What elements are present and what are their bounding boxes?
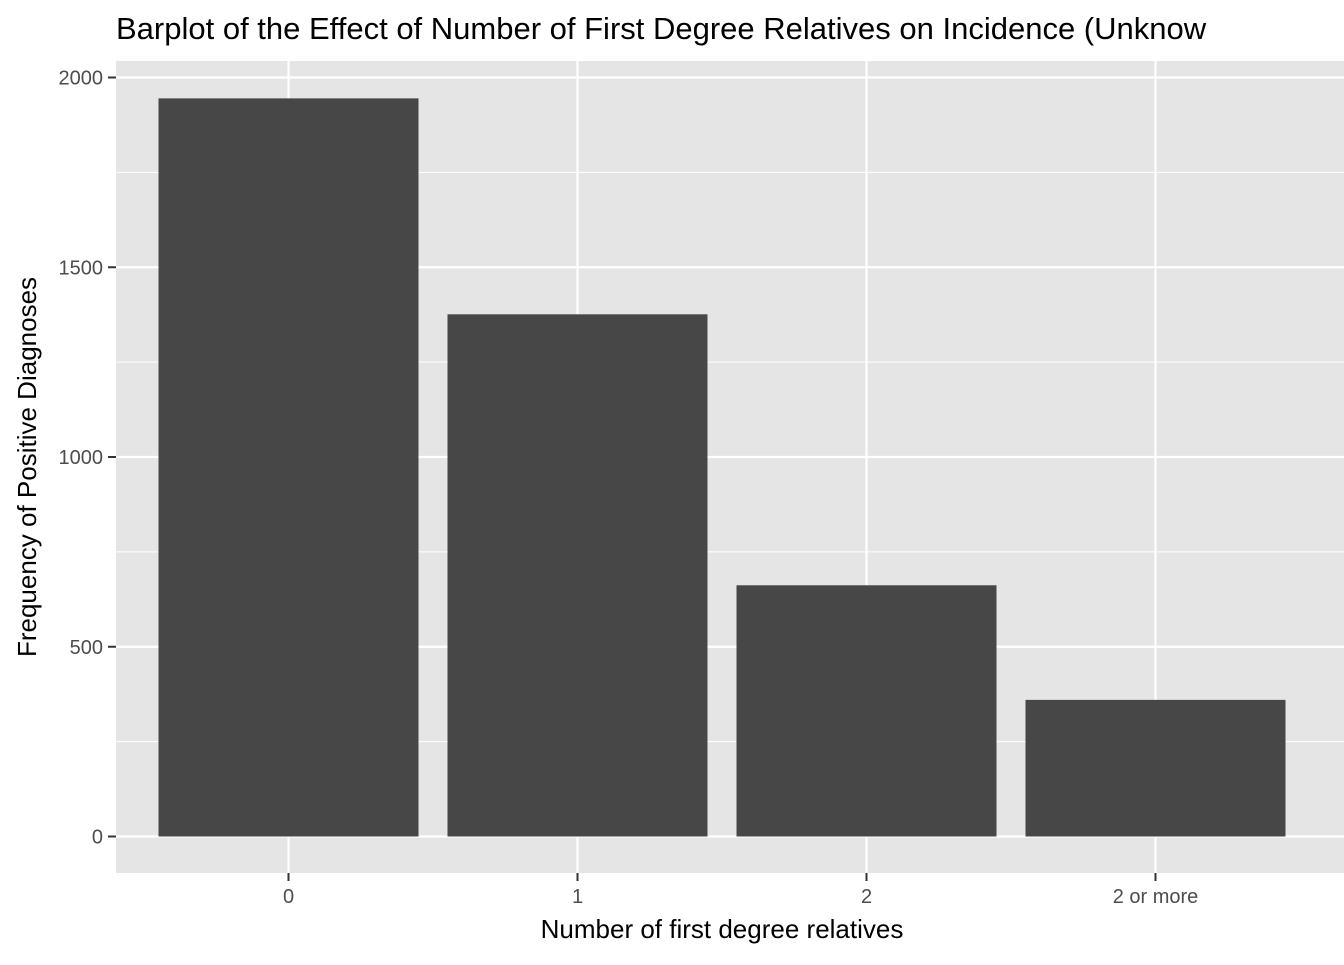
x-tick-label: 2 or more xyxy=(1113,886,1199,908)
y-tick-label: 500 xyxy=(70,637,103,659)
x-tick-label: 1 xyxy=(572,886,583,908)
bars xyxy=(158,98,1286,837)
bar-1 xyxy=(447,314,708,837)
x-tick-label: 2 xyxy=(861,886,872,908)
y-axis-title: Frequency of Positive Diagnoses xyxy=(12,277,42,657)
y-tick-label: 1500 xyxy=(59,257,104,279)
chart-title: Barplot of the Effect of Number of First… xyxy=(116,11,1207,46)
bar-0 xyxy=(158,98,419,837)
bar-2 xyxy=(736,585,997,837)
y-axis: 0 500 1000 1500 2000 xyxy=(59,68,116,849)
y-tick-label: 2000 xyxy=(59,68,104,90)
x-tick-label: 0 xyxy=(283,886,294,908)
x-axis-title: Number of first degree relatives xyxy=(541,914,904,944)
y-tick-label: 1000 xyxy=(59,447,104,469)
y-tick-label: 0 xyxy=(92,827,103,849)
bar-2-or-more xyxy=(1025,699,1286,837)
x-axis: 0 1 2 2 or more xyxy=(283,873,1198,908)
